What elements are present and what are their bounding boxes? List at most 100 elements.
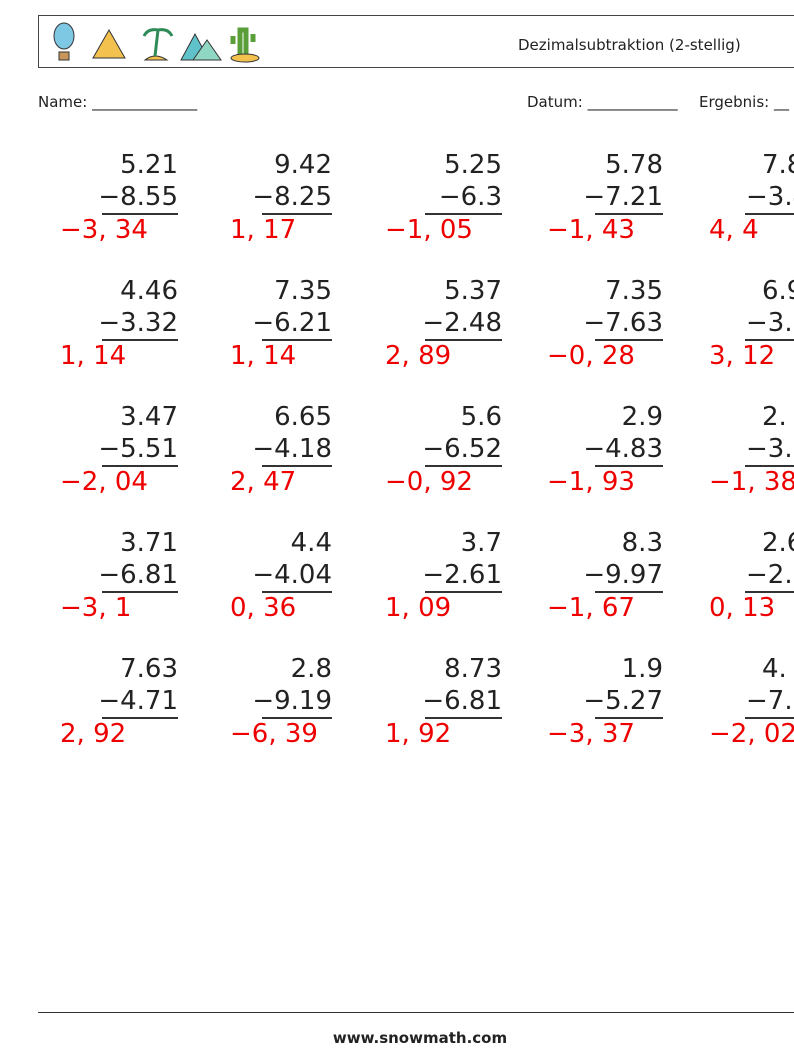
name-field: Name: ______________ — [38, 93, 198, 111]
top-number: 7.35 — [274, 276, 332, 306]
underline — [595, 339, 663, 341]
answer: 4, 4 — [709, 215, 759, 245]
underline — [262, 339, 332, 341]
underline — [102, 717, 178, 719]
top-number: 4.4 — [290, 528, 332, 558]
underline — [425, 717, 502, 719]
answer: 0, 13 — [709, 593, 776, 623]
top-number: 6.65 — [274, 402, 332, 432]
answer: 0, 36 — [230, 593, 297, 623]
bottom-number: −6.3 — [438, 182, 502, 212]
answer: 2, 92 — [60, 719, 127, 749]
answer: −2, 02 — [709, 719, 794, 749]
bottom-number: −7.21 — [583, 182, 663, 212]
top-number: 2. — [762, 402, 787, 432]
answer: −0, 28 — [547, 341, 635, 371]
underline — [262, 591, 332, 593]
underline — [425, 591, 502, 593]
header-box — [38, 15, 794, 68]
answer: 3, 12 — [709, 341, 776, 371]
top-number: 2.9 — [621, 402, 663, 432]
top-number: 9.42 — [274, 150, 332, 180]
top-number: 2.6 — [762, 528, 794, 558]
answer: −1, 38 — [709, 467, 794, 497]
top-number: 2.8 — [290, 654, 332, 684]
underline — [425, 213, 502, 215]
top-number: 3.71 — [120, 528, 178, 558]
underline — [745, 465, 794, 467]
bottom-number: −6.81 — [98, 560, 178, 590]
top-number: 5.25 — [444, 150, 502, 180]
answer: 1, 14 — [230, 341, 297, 371]
top-number: 7.63 — [120, 654, 178, 684]
underline — [425, 339, 502, 341]
bottom-number: −3.32 — [98, 308, 178, 338]
top-number: 6.9 — [762, 276, 794, 306]
underline — [102, 213, 178, 215]
title: Dezimalsubtraktion (2-stellig) — [518, 36, 741, 54]
bottom-number: −8.25 — [252, 182, 332, 212]
top-number: 3.7 — [460, 528, 502, 558]
answer: 1, 14 — [60, 341, 127, 371]
top-number: 5.21 — [120, 150, 178, 180]
bottom-number: −7. — [746, 686, 793, 716]
underline — [102, 339, 178, 341]
bottom-number: −2.5 — [746, 560, 794, 590]
underline — [425, 465, 502, 467]
top-number: 5.6 — [460, 402, 502, 432]
top-number: 7.35 — [605, 276, 663, 306]
answer: 2, 47 — [230, 467, 297, 497]
answer: −2, 04 — [60, 467, 148, 497]
answer: −1, 67 — [547, 593, 635, 623]
bottom-number: −9.97 — [583, 560, 663, 590]
answer: 1, 17 — [230, 215, 297, 245]
underline — [595, 465, 663, 467]
answer: −6, 39 — [230, 719, 318, 749]
top-number: 7.8 — [762, 150, 794, 180]
bottom-number: −5.27 — [583, 686, 663, 716]
answer: −3, 37 — [547, 719, 635, 749]
bottom-number: −4.83 — [583, 434, 663, 464]
answer: 2, 89 — [385, 341, 452, 371]
top-number: 3.47 — [120, 402, 178, 432]
underline — [745, 213, 794, 215]
top-number: 4. — [762, 654, 787, 684]
underline — [745, 591, 794, 593]
top-number: 8.3 — [621, 528, 663, 558]
underline — [262, 213, 332, 215]
bottom-number: −6.81 — [422, 686, 502, 716]
date-field: Datum: ____________ — [527, 93, 678, 111]
underline — [745, 717, 794, 719]
answer: −3, 34 — [60, 215, 148, 245]
top-number: 4.46 — [120, 276, 178, 306]
answer: −1, 93 — [547, 467, 635, 497]
bottom-number: −3. — [746, 434, 793, 464]
underline — [595, 591, 663, 593]
bottom-number: −3.4 — [746, 182, 794, 212]
bottom-number: −5.51 — [98, 434, 178, 464]
answer: −3, 1 — [60, 593, 132, 623]
underline — [102, 591, 178, 593]
underline — [745, 339, 794, 341]
answer: 1, 09 — [385, 593, 452, 623]
bottom-number: −9.19 — [252, 686, 332, 716]
bottom-number: −6.52 — [422, 434, 502, 464]
answer: −1, 43 — [547, 215, 635, 245]
underline — [262, 717, 332, 719]
underline — [595, 213, 663, 215]
result-field: Ergebnis: __ — [699, 93, 789, 111]
footer-rule — [38, 1012, 794, 1013]
answer: −1, 05 — [385, 215, 473, 245]
bottom-number: −6.21 — [252, 308, 332, 338]
bottom-number: −4.04 — [252, 560, 332, 590]
header-icons — [53, 22, 260, 63]
top-number: 5.37 — [444, 276, 502, 306]
bottom-number: −3.8 — [746, 308, 794, 338]
underline — [102, 465, 178, 467]
top-number: 1.9 — [621, 654, 663, 684]
bottom-number: −4.71 — [98, 686, 178, 716]
top-number: 8.73 — [444, 654, 502, 684]
bottom-number: −7.63 — [583, 308, 663, 338]
bottom-number: −8.55 — [98, 182, 178, 212]
